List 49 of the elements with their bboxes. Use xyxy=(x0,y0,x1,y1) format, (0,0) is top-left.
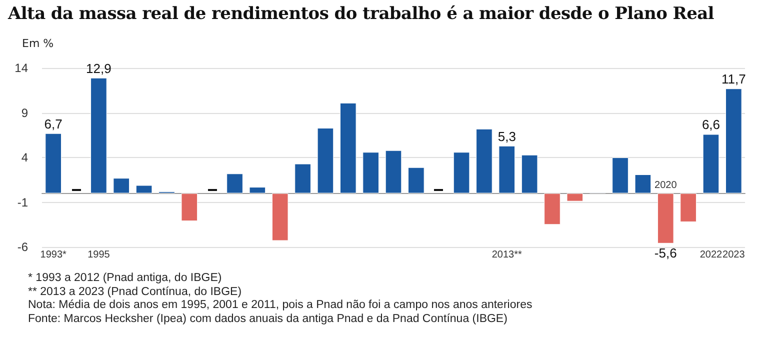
data-label: 12,9 xyxy=(86,60,112,76)
x-tick-label: 2013** xyxy=(492,250,522,260)
bar xyxy=(702,134,720,194)
bar xyxy=(476,128,492,194)
bar xyxy=(181,193,198,222)
bar xyxy=(340,102,356,194)
chart-title: Alta da massa real de rendimentos do trabalho é a maior desde o Plano Real xyxy=(8,4,714,24)
data-label: 6,6 xyxy=(702,117,720,132)
text: * 1993 a 2012 (Pnad antiga, do IBGE) xyxy=(28,272,223,286)
bar xyxy=(317,128,334,194)
y-axis-title: Em % xyxy=(22,37,54,50)
bar xyxy=(566,193,584,202)
bar xyxy=(408,167,424,194)
bar xyxy=(680,193,696,222)
x-tick-label: 2023 xyxy=(722,250,746,260)
bar xyxy=(136,185,152,194)
bar xyxy=(113,178,130,194)
bar xyxy=(612,158,628,194)
bar xyxy=(725,88,742,194)
bar xyxy=(544,193,560,225)
text: ** 2013 a 2023 (Pnad Contínua, do IBGE) xyxy=(28,286,243,299)
bar xyxy=(657,193,674,244)
x-tick-label: 2022 xyxy=(700,250,723,260)
bar xyxy=(249,187,266,194)
bar xyxy=(453,152,470,194)
bar xyxy=(521,154,538,194)
data-label: 11,7 xyxy=(721,72,746,87)
bar xyxy=(90,78,107,194)
data-label: 6,7 xyxy=(44,116,62,132)
x-tick-label: 1993* xyxy=(40,250,67,260)
y-tick-label: -6 xyxy=(17,240,28,254)
x-tick-label: 2020 xyxy=(654,180,678,191)
bar xyxy=(272,193,288,241)
y-tick-label: 4 xyxy=(21,150,28,164)
bar xyxy=(385,150,402,194)
y-tick-label: -1 xyxy=(17,195,28,210)
data-label: 5,3 xyxy=(498,128,516,144)
bar xyxy=(498,146,516,194)
bar xyxy=(634,174,652,194)
source-note: Fonte: Marcos Hecksher (Ipea) com dados anuais da antiga Pnad e da Pnad Contínua (IBGE) xyxy=(28,312,508,326)
bar xyxy=(226,174,243,194)
text: Nota: Média de dois anos em 1995, 2001 e 2011, pois a Pnad não foi a campo nos anos anteriores xyxy=(28,299,532,312)
bar xyxy=(294,164,311,194)
x-tick-label: 1995 xyxy=(88,250,110,260)
bar xyxy=(362,152,379,194)
y-tick-label: 9 xyxy=(21,106,28,120)
y-tick-label: 14 xyxy=(14,61,28,75)
bar xyxy=(45,133,62,194)
data-label: -5,6 xyxy=(654,245,677,260)
